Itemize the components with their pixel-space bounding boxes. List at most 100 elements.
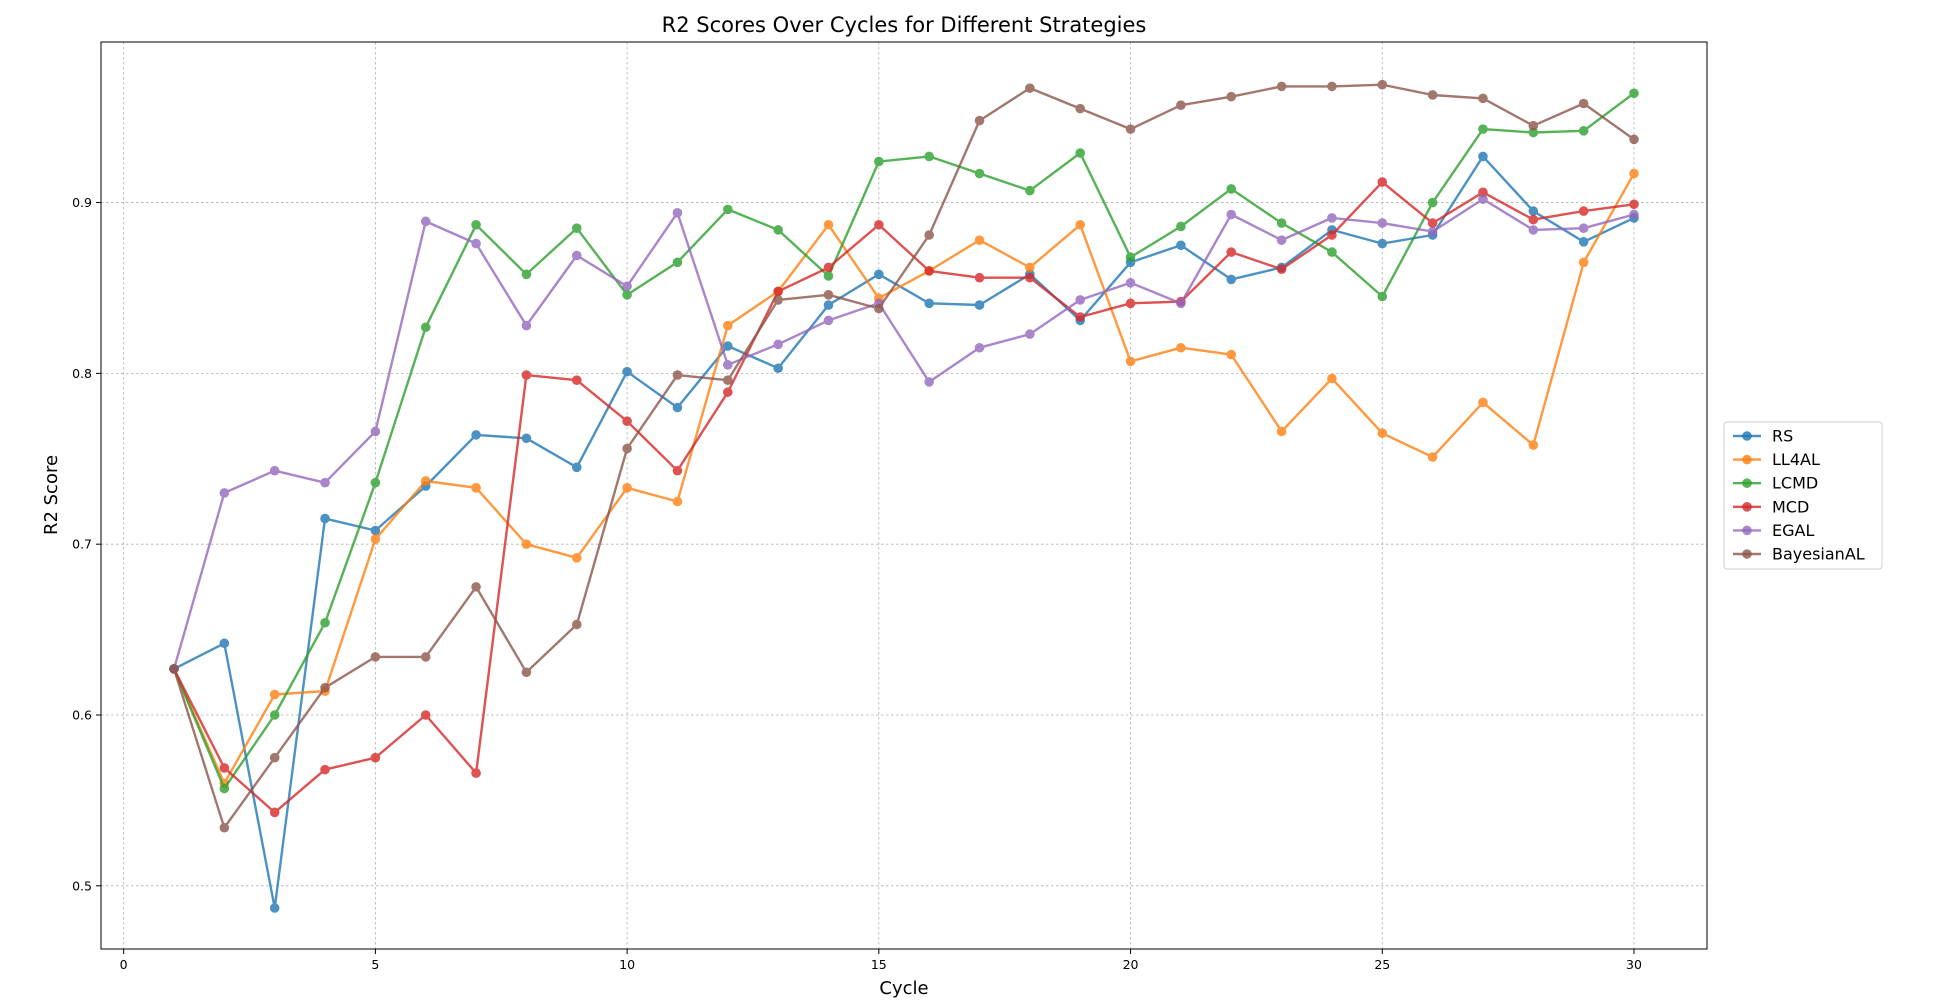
series-line-bayesianal	[172, 83, 1635, 829]
data-point-lcmd	[924, 151, 934, 162]
data-point-lcmd	[1276, 218, 1287, 228]
data-point-lcmd	[471, 219, 481, 230]
data-point-egal	[1025, 329, 1035, 339]
data-point-lcmd	[1125, 252, 1136, 263]
data-point-mcd	[874, 219, 884, 230]
y-axis-ticks: 0.5 0.6 0.7 0.8 0.9	[72, 195, 101, 893]
x-tick-label: 5	[371, 957, 379, 972]
data-point-mcd	[1578, 206, 1589, 216]
data-point-egal	[823, 315, 834, 326]
data-point-bayesianal	[1125, 124, 1136, 134]
x-tick-label: 20	[1123, 957, 1139, 972]
data-point-lcmd	[874, 156, 884, 167]
data-point-bayesianal	[1528, 120, 1539, 131]
data-point-lcmd	[1327, 247, 1337, 257]
data-point-egal	[1629, 209, 1639, 220]
data-point-ll4al	[1528, 440, 1539, 450]
data-point-egal	[269, 465, 280, 476]
data-point-bayesianal	[1075, 103, 1086, 114]
series-mcd	[169, 177, 1639, 818]
data-point-lcmd	[521, 269, 532, 280]
data-point-mcd	[1629, 199, 1639, 210]
data-point-egal	[1478, 194, 1488, 204]
data-point-bayesianal	[269, 752, 280, 763]
data-point-lcmd	[571, 223, 582, 233]
data-point-lcmd	[1478, 124, 1488, 134]
data-point-rs	[269, 903, 280, 913]
data-point-ll4al	[420, 476, 431, 486]
data-point-bayesianal	[924, 230, 934, 240]
data-point-bayesianal	[1427, 90, 1438, 100]
data-point-mcd	[370, 752, 381, 763]
data-point-rs	[471, 430, 481, 440]
data-point-lcmd	[219, 783, 230, 794]
data-point-rs	[722, 341, 733, 351]
data-point-lcmd	[1075, 148, 1086, 158]
data-point-rs	[622, 366, 632, 377]
data-point-mcd	[1025, 272, 1035, 283]
data-point-rs	[974, 300, 985, 310]
data-point-egal	[1276, 235, 1287, 245]
data-point-bayesianal	[874, 303, 884, 314]
data-point-lcmd	[1025, 185, 1035, 196]
data-point-bayesianal	[823, 289, 834, 300]
y-tick-label: 0.7	[72, 537, 92, 552]
data-point-bayesianal	[1578, 98, 1589, 109]
x-tick-label: 30	[1626, 957, 1642, 972]
data-point-ll4al	[571, 553, 582, 563]
series-ll4al	[169, 168, 1639, 789]
data-point-ll4al	[1578, 257, 1589, 268]
data-point-bayesianal	[521, 667, 532, 678]
data-point-ll4al	[1176, 342, 1186, 353]
data-point-bayesianal	[672, 370, 683, 380]
data-point-bayesianal	[571, 619, 582, 630]
data-point-bayesianal	[722, 375, 733, 386]
data-point-rs	[1528, 206, 1539, 216]
legend-swatch-marker	[1742, 431, 1752, 441]
legend-frame	[1723, 421, 1883, 570]
data-point-bayesianal	[1226, 91, 1237, 102]
data-point-mcd	[672, 465, 683, 476]
data-point-mcd	[924, 266, 934, 276]
y-tick-label: 0.9	[72, 195, 92, 210]
legend-swatch-marker	[1742, 549, 1752, 559]
x-tick-label: 25	[1374, 957, 1390, 972]
data-point-egal	[521, 320, 532, 331]
data-point-rs	[1478, 151, 1488, 162]
data-point-bayesianal	[169, 664, 179, 674]
data-point-egal	[1528, 225, 1539, 235]
data-point-lcmd	[823, 271, 834, 281]
data-point-mcd	[722, 387, 733, 397]
data-point-egal	[320, 477, 330, 488]
legend-item-lcmd: LCMD	[1733, 474, 1818, 493]
x-tick-label: 10	[619, 957, 635, 972]
data-point-lcmd	[420, 322, 431, 333]
series-egal	[169, 194, 1639, 674]
data-point-mcd	[1478, 187, 1488, 198]
data-point-ll4al	[722, 320, 733, 331]
data-point-bayesianal	[1377, 79, 1388, 90]
legend-swatch-marker	[1742, 478, 1752, 489]
data-point-mcd	[521, 370, 532, 380]
data-point-ll4al	[1276, 426, 1287, 437]
data-point-bayesianal	[471, 582, 481, 592]
data-point-mcd	[823, 262, 834, 273]
data-point-ll4al	[1025, 262, 1035, 273]
data-point-egal	[1327, 213, 1337, 223]
series-line-lcmd	[172, 92, 1635, 790]
data-point-bayesianal	[773, 295, 783, 305]
x-axis-ticks: 0 5 10 15 20 25 30	[120, 949, 1642, 972]
data-point-ll4al	[672, 496, 683, 507]
data-point-rs	[219, 638, 230, 649]
legend-label: LL4AL	[1772, 450, 1820, 469]
data-point-bayesianal	[1478, 93, 1488, 104]
data-point-rs	[571, 462, 582, 473]
legend: RS LL4AL LCMD MCD EGAL BayesianAL	[1723, 421, 1883, 570]
data-point-lcmd	[622, 289, 632, 300]
data-point-lcmd	[1427, 197, 1438, 208]
y-tick-label: 0.5	[72, 878, 92, 893]
legend-label: EGAL	[1772, 521, 1814, 540]
data-point-ll4al	[1478, 397, 1488, 408]
data-point-mcd	[1125, 298, 1136, 309]
